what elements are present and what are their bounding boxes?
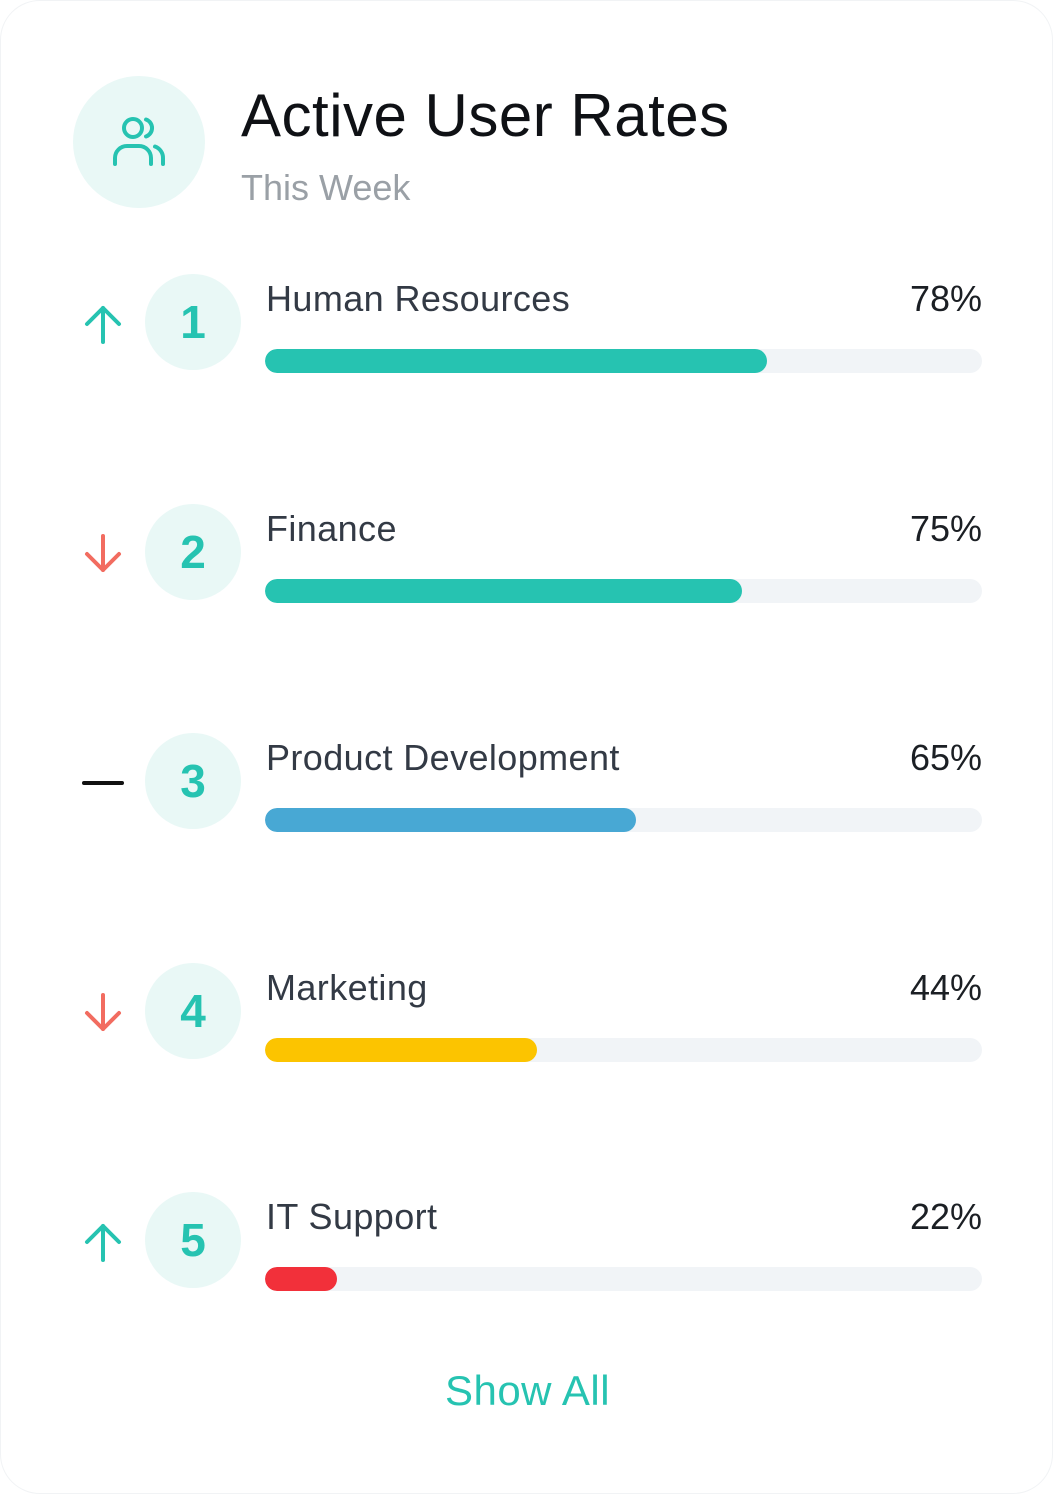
arrow-down-icon — [79, 989, 127, 1037]
percent-value: 65% — [909, 737, 982, 778]
dash-icon — [79, 759, 127, 807]
rank-badge: 2 — [145, 504, 241, 600]
department-label: Finance — [266, 508, 397, 549]
department-label: Human Resources — [266, 278, 571, 319]
progress-track — [265, 579, 982, 603]
list-item: 1 Human Resources 78% — [1, 274, 1053, 384]
list-item: 5 IT Support 22% — [1, 1192, 1053, 1302]
progress-fill — [265, 349, 767, 373]
percent-value: 75% — [909, 508, 982, 549]
progress-track — [265, 1038, 982, 1062]
progress-fill — [265, 808, 636, 832]
progress-fill — [265, 1267, 337, 1291]
progress-track — [265, 349, 982, 373]
rank-badge: 5 — [145, 1192, 241, 1288]
progress-fill — [265, 579, 742, 603]
list-item: 3 Product Development 65% — [1, 733, 1053, 843]
department-label: Marketing — [266, 967, 428, 1008]
progress-fill — [265, 1038, 537, 1062]
progress-track — [265, 808, 982, 832]
department-label: Product Development — [266, 737, 620, 778]
card-title: Active User Rates — [241, 82, 730, 149]
progress-track — [265, 1267, 982, 1291]
arrow-up-icon — [79, 1218, 127, 1266]
list-item: 2 Finance 75% — [1, 504, 1053, 614]
arrow-down-icon — [79, 530, 127, 578]
rank-badge: 4 — [145, 963, 241, 1059]
list-item: 4 Marketing 44% — [1, 963, 1053, 1073]
show-all-button[interactable]: Show All — [444, 1367, 611, 1414]
card-subtitle: This Week — [241, 167, 411, 208]
rank-badge: 1 — [145, 274, 241, 370]
users-icon — [73, 76, 205, 208]
department-label: IT Support — [266, 1196, 438, 1237]
percent-value: 22% — [909, 1196, 982, 1237]
percent-value: 78% — [909, 278, 982, 319]
arrow-up-icon — [79, 300, 127, 348]
percent-value: 44% — [909, 967, 982, 1008]
rank-badge: 3 — [145, 733, 241, 829]
